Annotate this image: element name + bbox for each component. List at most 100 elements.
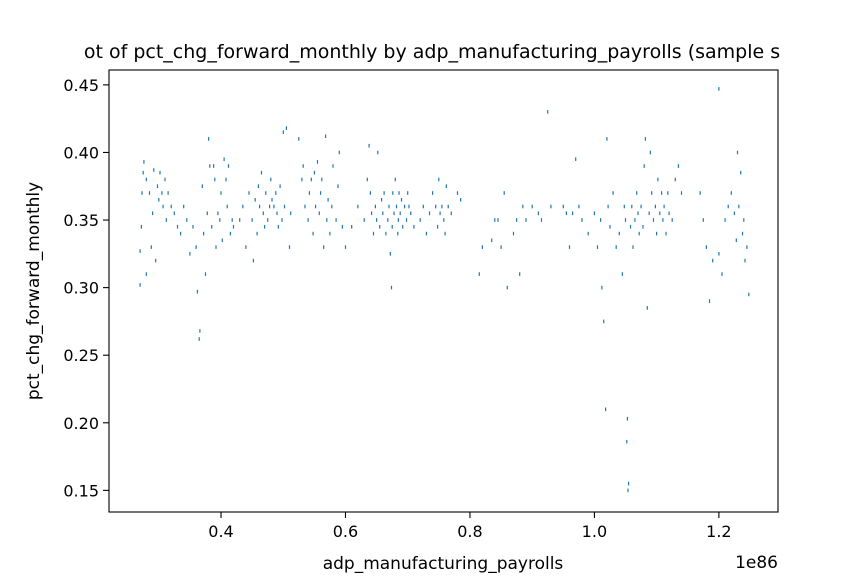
x-axis-ticks: 0.4 0.6 0.8 1.0 1.2 [208, 512, 732, 541]
data-point [605, 407, 607, 412]
data-point [565, 211, 567, 216]
data-point [374, 204, 376, 209]
data-point [389, 252, 391, 256]
data-point [252, 258, 254, 263]
y-axis-ticks: 0.15 0.20 0.25 0.30 0.35 0.40 0.45 [63, 76, 109, 500]
data-point [662, 218, 664, 222]
data-point [257, 184, 259, 188]
data-point [506, 285, 508, 290]
y-axis-label: pct_chg_forward_monthly [24, 182, 44, 400]
data-point [733, 211, 735, 216]
data-point [316, 160, 319, 164]
data-point [281, 218, 283, 222]
data-point [445, 184, 447, 188]
data-point [395, 204, 398, 209]
data-point [441, 204, 443, 209]
x-tick-label: 1.2 [706, 522, 731, 541]
y-tick-label: 0.45 [63, 76, 99, 95]
data-point [264, 225, 266, 229]
data-point [408, 204, 410, 209]
data-point [740, 170, 742, 175]
data-point [651, 191, 653, 195]
data-point [456, 191, 459, 195]
data-point [721, 272, 723, 276]
data-point [460, 198, 462, 202]
y-tick-label: 0.25 [63, 346, 99, 365]
data-point [627, 488, 629, 493]
data-point [223, 157, 225, 161]
data-point [164, 177, 166, 182]
data-point [738, 204, 740, 209]
data-point [491, 238, 493, 243]
y-tick-label: 0.20 [63, 414, 99, 433]
data-point [419, 218, 421, 222]
data-point [256, 231, 258, 236]
data-point [242, 204, 244, 209]
data-point [636, 191, 638, 195]
data-point [211, 225, 213, 229]
data-point [162, 204, 164, 209]
data-point [481, 245, 483, 249]
data-point [718, 87, 720, 91]
data-point [422, 204, 424, 209]
data-point [227, 164, 230, 168]
data-point [318, 211, 320, 216]
data-point [593, 211, 595, 216]
data-point [213, 164, 215, 168]
data-point [744, 258, 746, 263]
data-point [248, 191, 250, 195]
data-point [699, 191, 701, 195]
data-point [550, 204, 552, 209]
data-point [196, 289, 198, 294]
data-point [335, 218, 337, 222]
data-point [438, 177, 440, 182]
data-point [301, 177, 303, 182]
data-point [203, 231, 205, 236]
y-tick-label: 0.35 [63, 211, 99, 230]
data-point [180, 231, 182, 236]
x-axis-label: adp_manufacturing_payrolls [323, 554, 564, 574]
data-point [313, 170, 315, 175]
data-point [195, 245, 197, 249]
data-point [332, 164, 334, 168]
data-point [326, 218, 328, 222]
data-point [399, 211, 401, 216]
data-point [208, 137, 210, 141]
data-point [239, 218, 241, 222]
data-point [631, 204, 633, 209]
data-point [478, 272, 480, 276]
data-point [372, 231, 375, 236]
data-point [702, 218, 704, 222]
data-point [189, 252, 191, 256]
data-point [265, 191, 267, 195]
data-point [344, 245, 347, 249]
data-point [413, 225, 415, 229]
data-point [192, 225, 194, 229]
data-point [376, 218, 378, 222]
data-point [661, 191, 663, 195]
data-point [450, 211, 452, 216]
data-point [596, 245, 599, 249]
data-point [600, 218, 602, 222]
data-point [735, 238, 737, 243]
data-point [219, 218, 221, 222]
data-point [214, 177, 216, 182]
data-point [221, 238, 223, 243]
data-point [531, 204, 533, 209]
data-point [327, 198, 329, 202]
data-point [201, 184, 203, 188]
data-point [609, 225, 611, 229]
data-point [153, 168, 155, 172]
data-point [254, 198, 256, 202]
data-point [315, 204, 317, 209]
data-point [325, 134, 327, 138]
data-point [251, 218, 253, 222]
data-point [176, 225, 179, 229]
data-point [152, 211, 154, 216]
y-tick-label: 0.40 [63, 143, 99, 162]
data-point [626, 439, 628, 444]
data-point [643, 164, 645, 168]
data-point [262, 211, 264, 216]
data-point [310, 177, 312, 182]
data-point [388, 204, 390, 209]
